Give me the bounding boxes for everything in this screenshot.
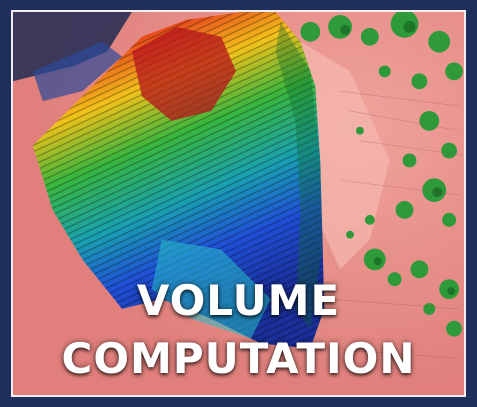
overlay-title-line-2: COMPUTATION bbox=[61, 334, 416, 383]
overlay-title-line-1: VOLUME bbox=[136, 276, 341, 325]
volume-heatmap-image bbox=[13, 12, 464, 395]
image-frame: VOLUME COMPUTATION bbox=[11, 10, 466, 397]
